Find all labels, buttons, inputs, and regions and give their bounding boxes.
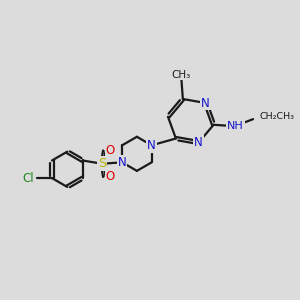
Text: NH: NH	[227, 121, 244, 131]
Text: N: N	[194, 136, 203, 149]
Text: O: O	[106, 170, 115, 183]
Text: O: O	[106, 144, 115, 157]
Text: Cl: Cl	[22, 172, 34, 184]
Text: CH₃: CH₃	[172, 70, 191, 80]
Text: N: N	[147, 139, 156, 152]
Text: N: N	[201, 97, 210, 110]
Text: N: N	[118, 156, 127, 169]
Text: S: S	[98, 157, 106, 170]
Text: CH₂CH₃: CH₂CH₃	[259, 112, 294, 121]
